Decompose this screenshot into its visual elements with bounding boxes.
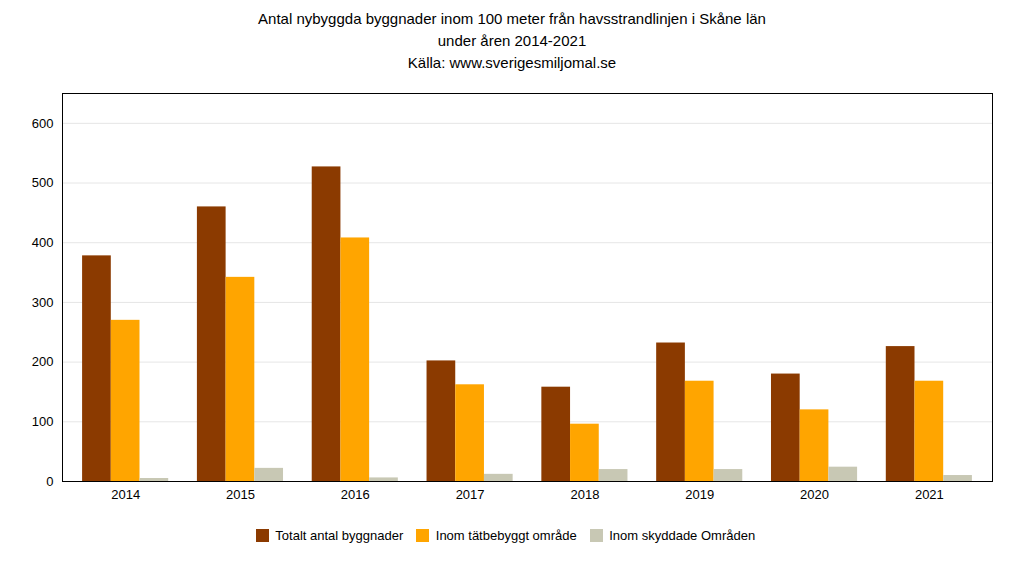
svg-text:2014: 2014 [111,487,140,502]
html-text:under åren 2014-2021: under åren 2014-2021 [437,31,587,49]
svg-text:2019: 2019 [685,487,714,502]
svg-text:2015: 2015 [226,487,255,502]
svg-text:400: 400 [32,235,54,250]
svg-text:200: 200 [32,355,54,370]
svg-text:0: 0 [46,474,53,489]
svg-text:2020: 2020 [800,487,829,502]
html-text:Totalt antal byggnader: Totalt antal byggnader [275,528,404,544]
svg-text:500: 500 [32,175,54,190]
svg-text:2017: 2017 [456,487,485,502]
html-text:Inom skyddade Områden: Inom skyddade Områden [609,528,756,544]
svg-text:2016: 2016 [341,487,370,502]
svg-text:100: 100 [32,414,54,429]
svg-text:2021: 2021 [915,487,944,502]
html-text:Antal nybyggda byggnader inom: Antal nybyggda byggnader inom 100 meter … [258,10,766,27]
svg-text:600: 600 [32,116,54,131]
html-text:Källa: www.sverigesmiljomal.se: Källa: www.sverigesmiljomal.se [407,53,617,71]
svg-text:2018: 2018 [570,487,599,502]
svg-text:300: 300 [32,295,54,310]
html-text:Inom tätbebyggt område: Inom tätbebyggt område [435,528,577,544]
